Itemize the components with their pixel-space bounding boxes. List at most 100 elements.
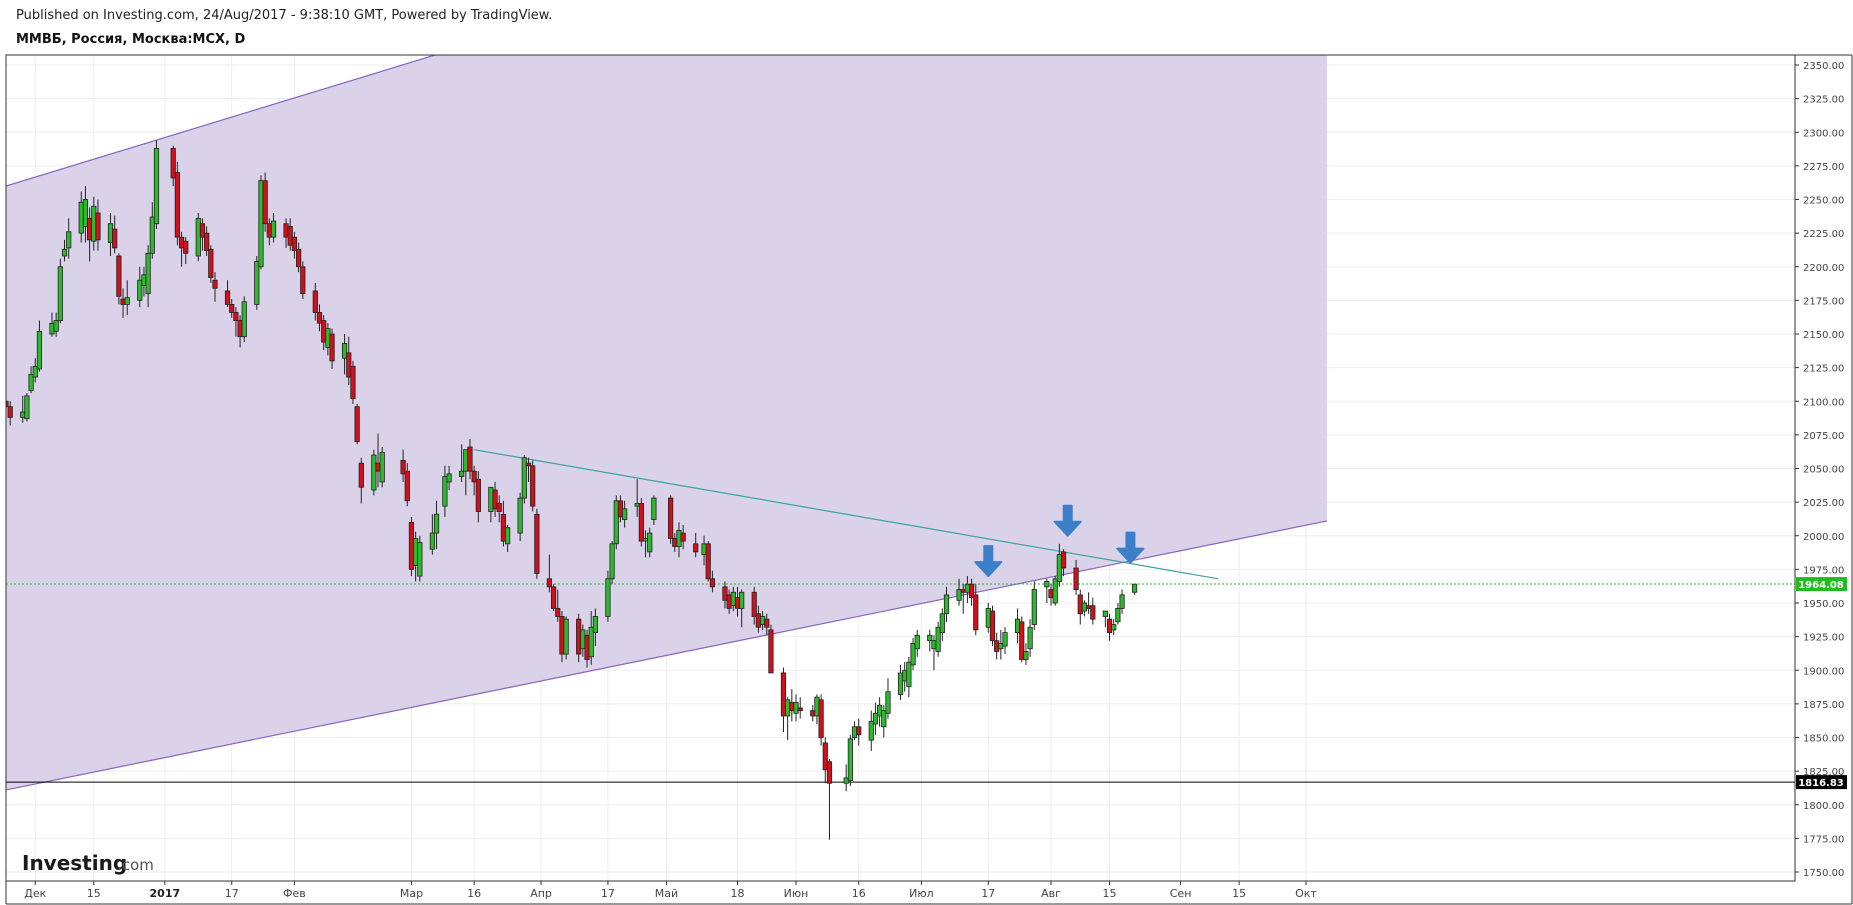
candle bbox=[241, 296, 247, 343]
candle-body bbox=[705, 543, 711, 580]
candle bbox=[739, 589, 745, 628]
candle-body bbox=[149, 216, 155, 254]
candle bbox=[651, 495, 657, 525]
candle bbox=[183, 237, 189, 265]
candle-body bbox=[287, 225, 293, 246]
candle-body bbox=[927, 634, 933, 642]
candle-body bbox=[446, 473, 452, 483]
x-tick-label: 17 bbox=[981, 887, 995, 900]
candle-body bbox=[877, 704, 883, 717]
candle bbox=[902, 662, 908, 692]
y-tick-label: 2200.00 bbox=[1803, 263, 1844, 274]
candle-body bbox=[233, 312, 239, 321]
candle-body bbox=[371, 454, 377, 491]
candle bbox=[722, 581, 728, 609]
candle bbox=[822, 737, 828, 784]
candle-body bbox=[316, 312, 323, 324]
candle-body bbox=[613, 500, 619, 545]
candle-body bbox=[24, 395, 30, 420]
candle-body bbox=[956, 589, 962, 601]
candle-body bbox=[701, 543, 707, 555]
candle-body bbox=[413, 538, 419, 566]
candle-body bbox=[914, 634, 920, 650]
candle-body bbox=[964, 583, 971, 593]
candle-body bbox=[768, 629, 774, 674]
candle-body bbox=[960, 589, 966, 593]
candle bbox=[204, 226, 210, 256]
candle-body bbox=[471, 470, 477, 483]
candle bbox=[28, 366, 34, 394]
candle-body bbox=[906, 661, 912, 687]
candle bbox=[764, 613, 770, 636]
candle-body bbox=[241, 301, 247, 338]
y-tick-label: 1800.00 bbox=[1803, 801, 1844, 812]
candle bbox=[1081, 600, 1088, 617]
candle-body bbox=[751, 591, 757, 617]
candle-body bbox=[1077, 594, 1083, 615]
candle bbox=[588, 611, 594, 665]
candle bbox=[751, 586, 757, 625]
candle bbox=[1132, 583, 1138, 595]
candle-body bbox=[935, 626, 941, 652]
candle bbox=[1090, 597, 1096, 625]
y-tick-label: 2075.00 bbox=[1803, 431, 1844, 442]
candle-body bbox=[7, 406, 13, 418]
candle-body bbox=[36, 330, 43, 370]
candle bbox=[638, 498, 644, 547]
candle bbox=[295, 242, 302, 273]
candle-body bbox=[1002, 632, 1008, 647]
candle-body bbox=[112, 228, 118, 249]
candle-body bbox=[229, 304, 235, 313]
candle-body bbox=[994, 640, 1000, 652]
investing-logo: Investing.com bbox=[22, 851, 154, 875]
channel-lower-line bbox=[6, 520, 1327, 791]
candle bbox=[316, 304, 323, 332]
candle-body bbox=[266, 223, 272, 238]
x-tick-label: 18 bbox=[731, 887, 745, 900]
candle bbox=[467, 438, 473, 480]
candle bbox=[329, 328, 335, 369]
candle bbox=[1002, 627, 1008, 655]
candle-body bbox=[375, 462, 381, 472]
candle bbox=[998, 629, 1004, 660]
candle bbox=[609, 541, 615, 585]
candle-body bbox=[459, 470, 465, 477]
resistance-trendline bbox=[474, 449, 1219, 580]
candle-body bbox=[91, 205, 97, 242]
candle bbox=[785, 697, 791, 741]
candle bbox=[521, 455, 527, 504]
candle bbox=[968, 578, 975, 606]
candle bbox=[1073, 559, 1079, 595]
candle bbox=[224, 280, 231, 308]
candle-body bbox=[53, 320, 59, 332]
candle bbox=[149, 202, 155, 259]
candle bbox=[530, 460, 536, 512]
candle-body bbox=[851, 726, 858, 738]
y-tick-label: 2175.00 bbox=[1803, 296, 1844, 307]
candle bbox=[914, 629, 920, 657]
candle-body bbox=[417, 542, 423, 577]
candle-body bbox=[28, 373, 34, 391]
candle-body bbox=[797, 707, 803, 711]
candle-body bbox=[521, 457, 527, 499]
candle-body bbox=[638, 503, 644, 542]
candle bbox=[471, 465, 477, 496]
candle bbox=[847, 734, 853, 786]
x-axis: Дек 15 2017 17 Фев Мар 16 Апр 17 Май 18 Июн 16 Июл 17 А… bbox=[24, 881, 1317, 900]
candle-body bbox=[124, 297, 130, 305]
logo-main-text: Investing bbox=[22, 851, 127, 875]
y-tick-label: 1900.00 bbox=[1803, 666, 1844, 677]
candle-body bbox=[726, 594, 732, 609]
candle-body bbox=[82, 199, 89, 227]
x-tick-label: 2017 bbox=[150, 887, 181, 900]
candle-body bbox=[1119, 594, 1125, 609]
support-price-tag-bg bbox=[1796, 775, 1847, 790]
candle-body bbox=[672, 538, 678, 547]
candle-body bbox=[525, 462, 532, 467]
y-tick-label: 2025.00 bbox=[1803, 498, 1844, 509]
candle bbox=[789, 689, 795, 722]
candle bbox=[195, 212, 201, 262]
candle bbox=[1115, 603, 1121, 625]
candle-body bbox=[358, 462, 364, 488]
